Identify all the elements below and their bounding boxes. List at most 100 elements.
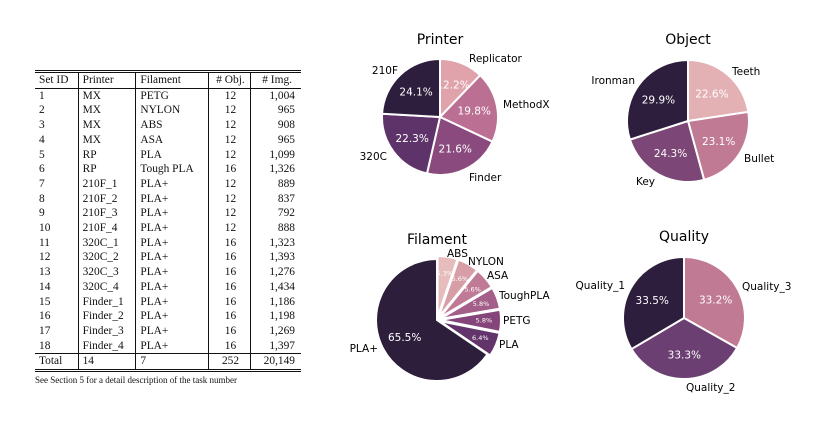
- table-cell: PLA+: [135, 250, 209, 266]
- pie-slice: [628, 119, 706, 183]
- slice-percent-label: 19.8%: [458, 106, 491, 118]
- table-cell: PLA+: [135, 294, 209, 310]
- header-num-objects: # Obj.: [207, 71, 251, 89]
- table-cell: 889: [250, 176, 301, 192]
- slice-label: ToughPLA: [498, 290, 550, 302]
- table-cell: 5: [39, 148, 45, 161]
- header-filament: Filament: [135, 71, 209, 89]
- table-cell: 1,323: [250, 235, 301, 251]
- slice-percent-label: 24.3%: [654, 148, 687, 160]
- table-cell: PLA+: [135, 235, 209, 251]
- table-cell: 3: [39, 119, 45, 132]
- slice-percent-label: 33.5%: [636, 295, 669, 307]
- slice-percent-label: 23.1%: [702, 136, 735, 148]
- table-header-row: Set ID Printer Filament # Obj. # Img.: [35, 71, 301, 89]
- table-cell: 1,198: [250, 309, 301, 324]
- table-cell: PLA+: [135, 206, 209, 222]
- table-cell: 18: [39, 339, 51, 352]
- table-cell: 1,186: [250, 294, 301, 310]
- table-cell: MX: [77, 132, 136, 148]
- table-cell: PLA+: [135, 338, 209, 354]
- table-cell: 1,004: [250, 88, 301, 104]
- table-cell: 888: [250, 221, 301, 236]
- table-cell: 11: [39, 236, 50, 249]
- pie-slice: [630, 316, 739, 380]
- table-cell: MX: [77, 103, 136, 119]
- table-footnote: See Section 5 for a detail description o…: [35, 375, 237, 386]
- total-objects: 252: [207, 353, 251, 371]
- table-cell: Finder_2: [77, 309, 136, 324]
- table-row: 9 210F_3 PLA+ 12 792: [35, 206, 301, 222]
- slice-label: Quality_2: [686, 382, 735, 394]
- slice-percent-label: 29.9%: [642, 94, 675, 106]
- table-row: 12 320C_2 PLA+ 16 1,393: [35, 250, 301, 266]
- table-cell: 12: [207, 147, 251, 163]
- total-label: Total: [39, 355, 63, 368]
- pie-slice: [439, 286, 502, 320]
- slice-percent-label: 33.3%: [668, 350, 701, 362]
- table-cell: 10: [39, 222, 51, 235]
- pie-slice: [437, 258, 479, 319]
- pie-slice: [686, 110, 750, 182]
- slice-percent-label: 5.8%: [473, 300, 490, 308]
- table-cell: PLA: [135, 147, 209, 163]
- table-cell: 1,397: [250, 338, 301, 354]
- table-cell: 12: [207, 118, 251, 133]
- table-cell: 12: [207, 191, 251, 207]
- table-cell: RP: [77, 162, 136, 177]
- table-cell: 16: [207, 323, 251, 339]
- pie-slice: [687, 58, 750, 123]
- table-cell: MX: [77, 118, 136, 133]
- table-row: 8 210F_2 PLA+ 12 837: [35, 191, 301, 207]
- slice-label: Replicator: [469, 53, 523, 65]
- table-cell: 6: [39, 163, 45, 176]
- pie-chart-quality: Quality 33.2% Quality_3 33.3% Quality_2 33.5%…: [576, 229, 792, 394]
- table-cell: PLA+: [135, 323, 209, 339]
- table-cell: 16: [207, 235, 251, 251]
- table-row: 6 RP Tough PLA 16 1,326: [35, 162, 301, 177]
- table-cell: PLA+: [135, 176, 209, 192]
- table-cell: 12: [207, 132, 251, 148]
- table-cell: 12: [207, 88, 251, 104]
- table-cell: 320C_2: [77, 250, 136, 266]
- slice-label: PETG: [503, 315, 531, 327]
- table-cell: 837: [250, 191, 301, 207]
- table-cell: 1: [39, 89, 45, 102]
- table-cell: NYLON: [135, 103, 209, 119]
- dataset-table-panel: Set ID Printer Filament # Obj. # Img. 1 M…: [35, 70, 301, 385]
- table-cell: PLA+: [135, 265, 209, 280]
- table-cell: 908: [250, 118, 301, 133]
- table-cell: 14: [39, 280, 51, 293]
- slice-label: MethodX: [503, 99, 550, 111]
- table-cell: 1,099: [250, 147, 301, 163]
- table-cell: 12: [39, 251, 51, 264]
- table-cell: 320C_3: [77, 265, 136, 280]
- table-cell: 1,434: [250, 279, 301, 295]
- chart-title: Quality: [659, 229, 709, 245]
- table-cell: 16: [207, 309, 251, 324]
- table-cell: 1,393: [250, 250, 301, 266]
- table-cell: Finder_4: [77, 338, 136, 354]
- slice-label: PLA+: [350, 343, 378, 355]
- pie-chart-filament: Filament 5.3% ABS 5.6% NYLON 5.6% ASA 5.8% Tough…: [350, 232, 550, 382]
- slice-label: Quality_1: [576, 280, 625, 292]
- table-cell: 320C_4: [77, 279, 136, 295]
- table-body: 1 MX PETG 12 1,004 2 MX NYLON 12 965 3 MX ABS 12 908 4 M…: [35, 88, 301, 354]
- slice-percent-label: 22.6%: [695, 88, 728, 100]
- table-row: 13 320C_3 PLA+ 16 1,276: [35, 265, 301, 280]
- slice-label: Teeth: [731, 66, 760, 78]
- slice-label: PLA: [499, 339, 519, 351]
- slice-label: ABS: [447, 248, 468, 260]
- slice-percent-label: 5.8%: [476, 317, 493, 325]
- slice-label: 210F: [372, 65, 398, 77]
- table-cell: 1,326: [250, 162, 301, 177]
- pie-slice: [425, 115, 494, 176]
- slice-label: Key: [636, 176, 655, 188]
- table-cell: 8: [39, 192, 45, 205]
- table-row: 1 MX PETG 12 1,004: [35, 88, 301, 104]
- chart-title: Object: [665, 32, 711, 48]
- dataset-table: Set ID Printer Filament # Obj. # Img. 1 M…: [35, 70, 301, 372]
- table-row: 11 320C_1 PLA+ 16 1,323: [35, 235, 301, 251]
- table-cell: 210F_4: [77, 221, 136, 236]
- slice-percent-label: 5.3%: [437, 270, 454, 278]
